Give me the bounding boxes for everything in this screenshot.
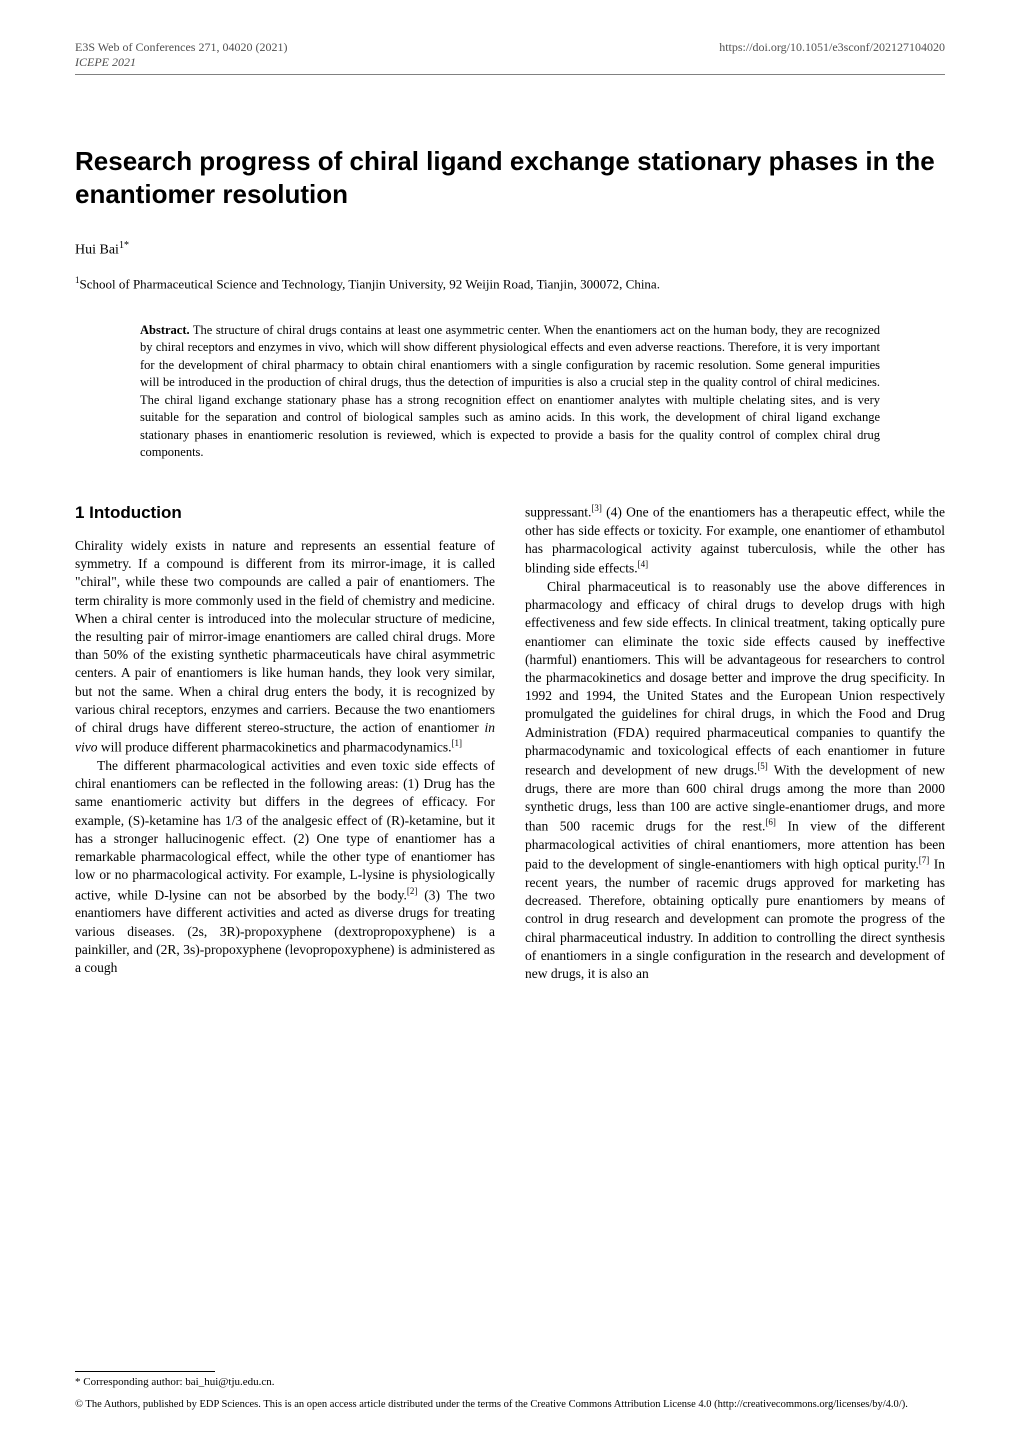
body-columns: 1 Intoduction Chirality widely exists in… [75,502,945,983]
footer-area: * Corresponding author: bai_hui@tju.edu.… [75,1371,945,1412]
affiliation-text: School of Pharmaceutical Science and Tec… [80,276,660,291]
p1-a: Chirality widely exists in nature and re… [75,538,495,735]
section-heading-1: 1 Intoduction [75,502,495,525]
p3-ref3: [7] [919,855,930,865]
title-block: Research progress of chiral ligand excha… [75,145,945,210]
p3-ref2: [6] [765,817,776,827]
p2-ref2: [3] [591,503,602,513]
p2-a: The different pharmacological activities… [75,758,495,902]
p3-ref1: [5] [757,761,768,771]
section1-p2-left: The different pharmacological activities… [75,757,495,977]
author-line: Hui Bai1* [75,240,945,259]
section1-p2-right: suppressant.[3] (4) One of the enantiome… [525,502,945,578]
page-header: E3S Web of Conferences 271, 04020 (2021)… [75,40,945,75]
affiliation: 1School of Pharmaceutical Science and Te… [75,275,945,292]
author-name: Hui Bai [75,243,119,258]
abstract-label: Abstract. [140,323,190,337]
section1-p1: Chirality widely exists in nature and re… [75,537,495,757]
abstract-block: Abstract. The structure of chiral drugs … [140,322,880,462]
right-column: suppressant.[3] (4) One of the enantiome… [525,502,945,983]
footnote-text: Corresponding author: bai_hui@tju.edu.cn… [81,1376,275,1388]
p2-ref3: [4] [638,559,649,569]
p1-ref: [1] [452,738,463,748]
footnote: * Corresponding author: bai_hui@tju.edu.… [75,1376,945,1388]
p2-c: suppressant. [525,504,591,519]
left-column: 1 Intoduction Chirality widely exists in… [75,502,495,983]
p3-a: Chiral pharmaceutical is to reasonably u… [525,579,945,778]
header-doi: https://doi.org/10.1051/e3sconf/20212710… [719,40,945,70]
section1-p3: Chiral pharmaceutical is to reasonably u… [525,578,945,983]
conference-italic: ICEPE 2021 [75,55,287,70]
license-text: © The Authors, published by EDP Sciences… [75,1398,945,1412]
p2-ref1: [2] [407,886,418,896]
paper-title: Research progress of chiral ligand excha… [75,145,945,210]
conference-line: E3S Web of Conferences 271, 04020 (2021) [75,40,287,55]
p1-b: will produce different pharmacokinetics … [98,740,452,755]
header-left: E3S Web of Conferences 271, 04020 (2021)… [75,40,287,70]
author-sup: 1* [119,240,129,251]
abstract-text: The structure of chiral drugs contains a… [140,323,880,460]
footnote-rule [75,1371,215,1372]
p3-d: In recent years, the number of racemic d… [525,857,945,981]
